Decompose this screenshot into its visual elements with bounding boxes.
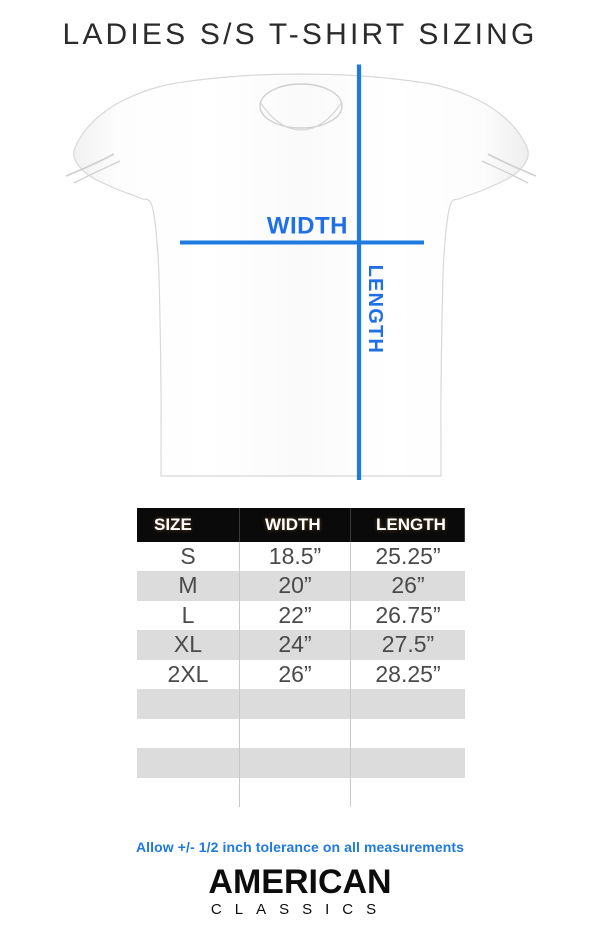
svg-text:WIDTH: WIDTH [267,213,348,240]
svg-text:LENGTH: LENGTH [364,265,386,354]
